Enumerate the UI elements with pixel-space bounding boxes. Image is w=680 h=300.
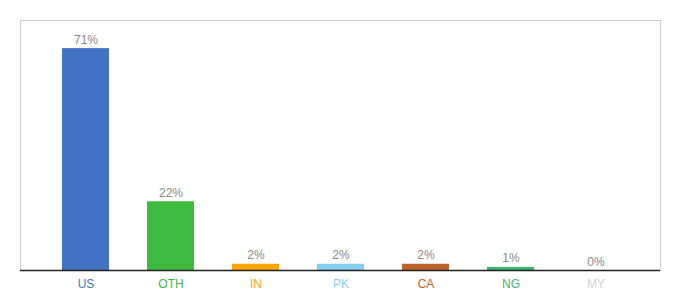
svg-text:IN: IN [250, 277, 262, 291]
svg-text:1%: 1% [502, 251, 520, 265]
svg-text:PK: PK [333, 277, 349, 291]
svg-text:MY: MY [587, 277, 605, 291]
svg-text:CA: CA [418, 277, 435, 291]
svg-text:71%: 71% [74, 33, 98, 47]
svg-text:2%: 2% [247, 248, 265, 262]
svg-text:OTH: OTH [158, 277, 183, 291]
svg-text:2%: 2% [417, 248, 435, 262]
svg-text:0%: 0% [587, 255, 605, 269]
svg-text:NG: NG [502, 277, 520, 291]
svg-text:22%: 22% [159, 186, 183, 200]
svg-text:US: US [78, 277, 95, 291]
svg-text:2%: 2% [332, 248, 350, 262]
